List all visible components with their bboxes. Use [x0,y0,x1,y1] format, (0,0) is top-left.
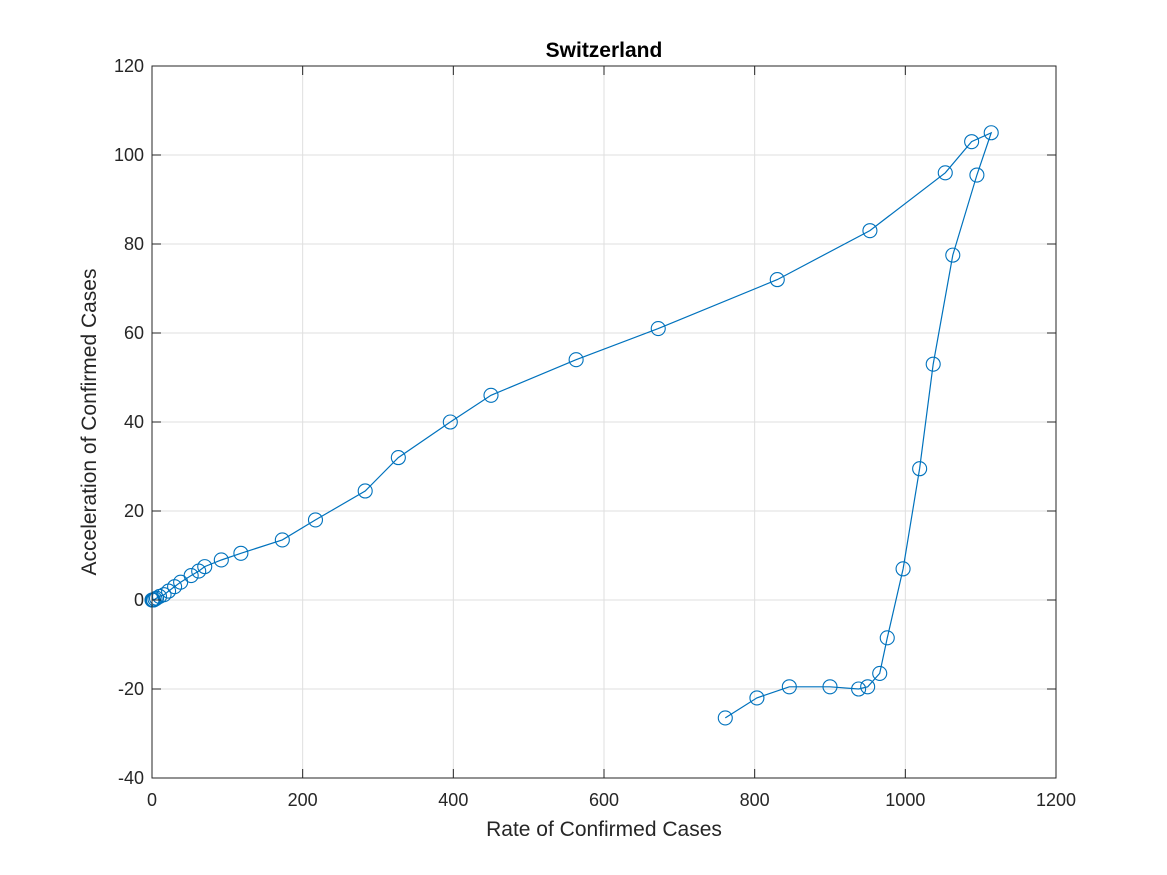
data-point [749,690,765,706]
data-point [781,679,797,695]
y-tick-label: 120 [114,56,144,76]
data-point [650,320,666,337]
y-tick-label: -20 [118,679,144,699]
data-point [969,167,985,183]
data-point [183,567,199,584]
data-point [769,272,785,288]
series-line [152,131,993,719]
data-point [442,414,458,430]
data-point [872,665,888,681]
y-tick-label: 0 [134,590,144,610]
data-point [147,591,163,607]
y-tick-label: 40 [124,412,144,432]
data-point [822,679,838,695]
data-point [983,125,999,141]
data-point [937,165,953,181]
chart-title: Switzerland [546,39,663,62]
data-point [390,450,406,466]
data-point [860,679,876,695]
data-point [233,545,249,561]
x-tick-label: 600 [589,790,619,810]
y-tick-label: 100 [114,145,144,165]
x-tick-label: 1200 [1036,790,1076,810]
data-point [213,552,229,568]
data-point [964,134,980,150]
data-point [925,356,941,372]
axis-ticks: 0 200 400 600 800 1000 1200 -40 -20 0 20 40 60 80 100 1… [114,56,1076,810]
data-point [912,461,928,477]
data-point [357,483,373,499]
data-point [717,710,733,726]
x-tick-label: 200 [288,790,318,810]
data-point [148,590,165,606]
y-tick-label: 60 [124,323,144,343]
data-point [307,512,324,528]
data-point [568,352,584,368]
data-point [156,587,172,603]
x-tick-label: 400 [438,790,468,810]
x-tick-label: 1000 [885,790,925,810]
data-point [173,574,189,590]
y-tick-label: 80 [124,234,144,254]
y-axis-label: Acceleration of Confirmed Cases [78,269,101,576]
data-point [862,223,878,239]
data-point [483,387,499,403]
data-point [197,559,213,575]
grid [152,66,1056,778]
data-point [945,247,961,263]
data-point [895,561,911,577]
x-tick-label: 0 [147,790,157,810]
series-layer [144,125,999,726]
x-tick-label: 800 [740,790,770,810]
data-point [851,681,867,697]
y-tick-label: -40 [118,768,144,788]
data-point [879,630,895,646]
x-axis-label: Rate of Confirmed Cases [486,818,722,841]
data-point [274,532,290,548]
y-tick-label: 20 [124,501,144,521]
